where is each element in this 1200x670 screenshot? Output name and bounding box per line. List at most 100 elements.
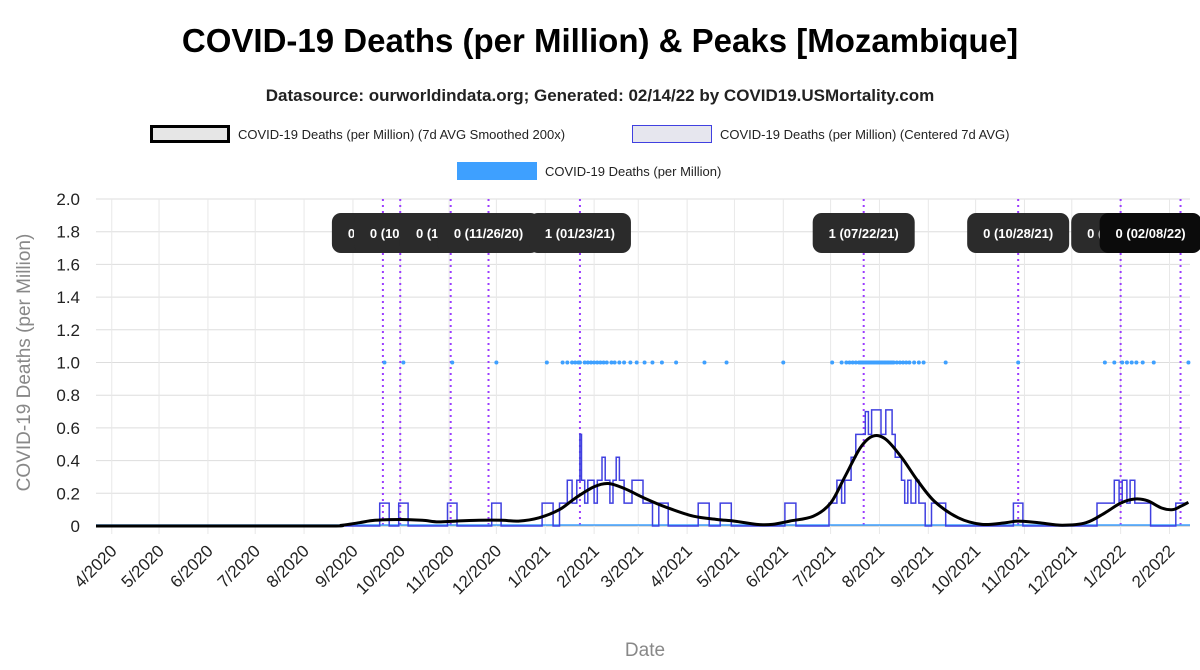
daily-point [830, 360, 835, 365]
y-axis-title: COVID-19 Deaths (per Million) [14, 234, 35, 492]
daily-point [839, 360, 844, 365]
x-tick-label: 3/2021 [597, 541, 647, 591]
x-tick-label: 10/2020 [352, 541, 409, 598]
daily-point [573, 360, 578, 365]
peak-label: 1 (01/23/21) [545, 226, 615, 241]
chart-subtitle: Datasource: ourworldindata.org; Generate… [265, 86, 935, 105]
peak-box [812, 213, 915, 253]
y-tick-label: 2.0 [56, 190, 80, 209]
daily-point [598, 360, 603, 365]
x-axis-title: Date [625, 640, 665, 661]
x-tick-label: 6/2020 [167, 541, 217, 591]
series-smoothed-7d-avg [95, 434, 1190, 528]
daily-point [897, 360, 902, 365]
x-tick-label: 8/2021 [838, 541, 888, 591]
legend-label-smoothed: COVID-19 Deaths (per Million) (7d AVG Sm… [238, 126, 566, 142]
peak-box [528, 213, 631, 253]
daily-point [907, 360, 912, 365]
x-tick-label: 12/2021 [1024, 541, 1081, 598]
daily-point [844, 360, 849, 365]
daily-point [921, 360, 926, 365]
legend-label-centered: COVID-19 Deaths (per Million) (Centered … [720, 126, 1010, 142]
x-tick-label: 1/2021 [504, 541, 554, 591]
daily-point [901, 360, 906, 365]
daily-point [904, 360, 909, 365]
daily-point [850, 360, 855, 365]
daily-point [588, 360, 593, 365]
y-tick-label: 0.6 [56, 419, 80, 438]
peak-annotation: 0 (02/08/22) [1099, 213, 1200, 253]
legend-label-daily: COVID-19 Deaths (per Million) [545, 163, 722, 179]
daily-point [595, 360, 600, 365]
daily-point [1102, 360, 1107, 365]
centered-line [96, 409, 1189, 527]
daily-point [1134, 360, 1139, 365]
peak-annotation: 1 (01/23/21) [528, 213, 631, 253]
daily-point [724, 360, 729, 365]
x-tick-label: 2/2022 [1128, 541, 1178, 591]
y-axis-ticks: 0 0.2 0.4 0.6 0.8 1.0 1.2 1.4 1.6 1.8 2.0 [56, 190, 80, 536]
daily-point [570, 360, 575, 365]
x-tick-label: 1/2022 [1079, 541, 1129, 591]
peak-annotation: 0 (10/28/21) [967, 213, 1070, 253]
legend-item-daily[interactable]: COVID-19 Deaths (per Million) [457, 162, 721, 180]
daily-point [604, 360, 609, 365]
daily-point [612, 360, 617, 365]
series-daily-deaths [96, 360, 1191, 526]
daily-point [847, 360, 852, 365]
daily-point [622, 360, 627, 365]
x-tick-label: 7/2020 [214, 541, 264, 591]
daily-point [634, 360, 639, 365]
x-tick-label: 7/2021 [789, 541, 839, 591]
peak-annotation: 0 (11/26/20) [437, 213, 540, 253]
y-tick-label: 0.8 [56, 386, 80, 405]
peak-annotations: 0 (09/20/20)0 (10/01/20)0 (11/02/20)0 (1… [331, 213, 1200, 253]
daily-point [943, 360, 948, 365]
y-tick-label: 1.0 [56, 354, 80, 373]
legend-swatch-smoothed [150, 125, 230, 143]
chart-title: COVID-19 Deaths (per Million) & Peaks [M… [181, 22, 1019, 59]
daily-point [1129, 360, 1134, 365]
legend-swatch-centered [632, 125, 712, 143]
daily-point [617, 360, 622, 365]
peak-box [1099, 213, 1200, 253]
x-tick-label: 11/2021 [977, 541, 1033, 597]
smoothed-line [95, 434, 1190, 528]
y-tick-label: 1.2 [56, 321, 80, 340]
legend-item-centered[interactable]: COVID-19 Deaths (per Million) (Centered … [632, 125, 1009, 143]
x-tick-label: 5/2020 [118, 541, 168, 591]
daily-point [628, 360, 633, 365]
daily-point [401, 360, 406, 365]
x-tick-label: 5/2021 [693, 541, 743, 591]
daily-point [582, 360, 587, 365]
daily-point [1120, 360, 1125, 365]
daily-point [1124, 360, 1129, 365]
daily-point [891, 360, 896, 365]
daily-point [912, 360, 917, 365]
daily-point [650, 360, 655, 365]
legend-swatch-daily [457, 162, 537, 180]
daily-point [853, 360, 858, 365]
daily-point [1151, 360, 1156, 365]
daily-point [577, 360, 582, 365]
x-tick-label: 6/2021 [742, 541, 792, 591]
peak-label: 0 (10/28/21) [983, 226, 1053, 241]
series-centered-7d-avg [96, 409, 1189, 527]
daily-point [659, 360, 664, 365]
peak-box [967, 213, 1070, 253]
daily-point [609, 360, 614, 365]
daily-point [560, 360, 565, 365]
legend-item-smoothed[interactable]: COVID-19 Deaths (per Million) (7d AVG Sm… [150, 125, 565, 143]
daily-point [544, 360, 549, 365]
peak-label: 0 (02/08/22) [1116, 226, 1186, 241]
daily-point [1186, 360, 1191, 365]
daily-point [674, 360, 679, 365]
x-tick-label: 2/2021 [553, 541, 603, 591]
y-tick-label: 0 [71, 517, 80, 536]
daily-point [894, 360, 899, 365]
daily-point [1112, 360, 1117, 365]
x-tick-label: 12/2020 [448, 541, 505, 598]
daily-point [601, 360, 606, 365]
daily-point [642, 360, 647, 365]
